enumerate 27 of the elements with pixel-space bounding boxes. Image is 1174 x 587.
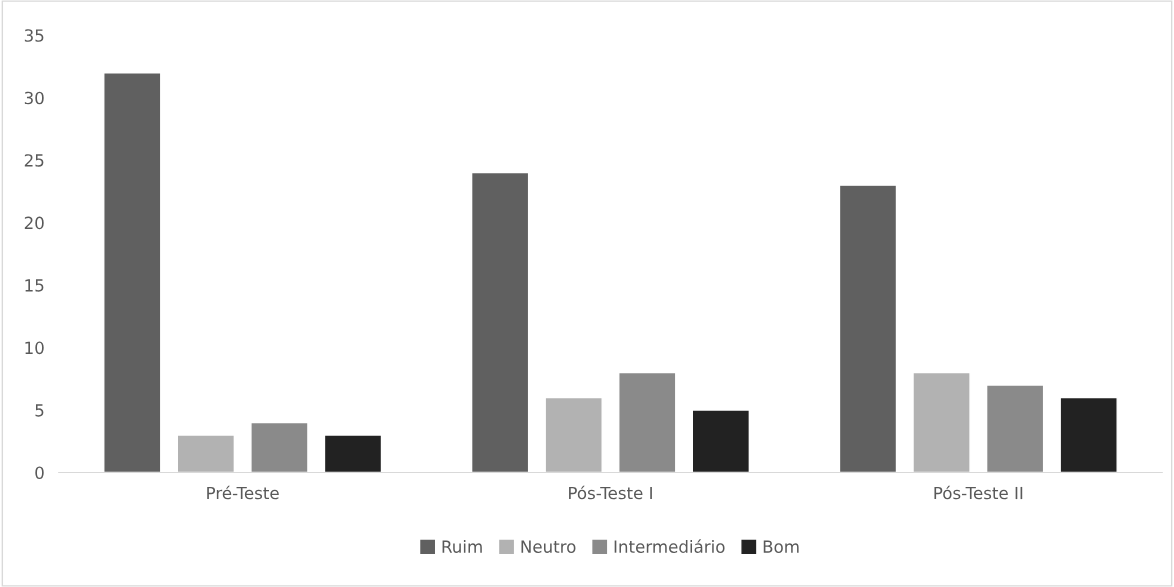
y-tick-label: 0 (35, 466, 44, 480)
bar (618, 371, 677, 473)
y-tick-label: 30 (24, 91, 44, 105)
bar (691, 409, 751, 473)
y-tick-label: 35 (24, 29, 44, 42)
legend-label: Neutro (521, 540, 576, 553)
bar (985, 384, 1045, 473)
y-tick-label: 20 (24, 216, 44, 230)
legend-label: Ruim (442, 540, 482, 553)
bar (176, 434, 236, 473)
legend-label: Intermediário (614, 539, 725, 553)
bar (103, 72, 162, 473)
x-tick-label: Pós-Teste I (569, 485, 652, 500)
bar (470, 171, 530, 473)
bar (912, 371, 971, 473)
x-tick-label: Pós-Teste II (934, 485, 1023, 500)
y-tick-label: 5 (35, 404, 44, 417)
bar (250, 421, 309, 473)
bar (544, 396, 603, 473)
y-tick-label: 10 (25, 341, 44, 355)
y-tick-label: 25 (24, 154, 44, 167)
x-tick-label: Pré-Teste (207, 485, 279, 500)
bar (838, 184, 898, 473)
legend-label: Bom (763, 540, 799, 553)
bar (323, 434, 383, 473)
bar (1059, 396, 1118, 473)
y-tick-label: 15 (25, 279, 44, 292)
